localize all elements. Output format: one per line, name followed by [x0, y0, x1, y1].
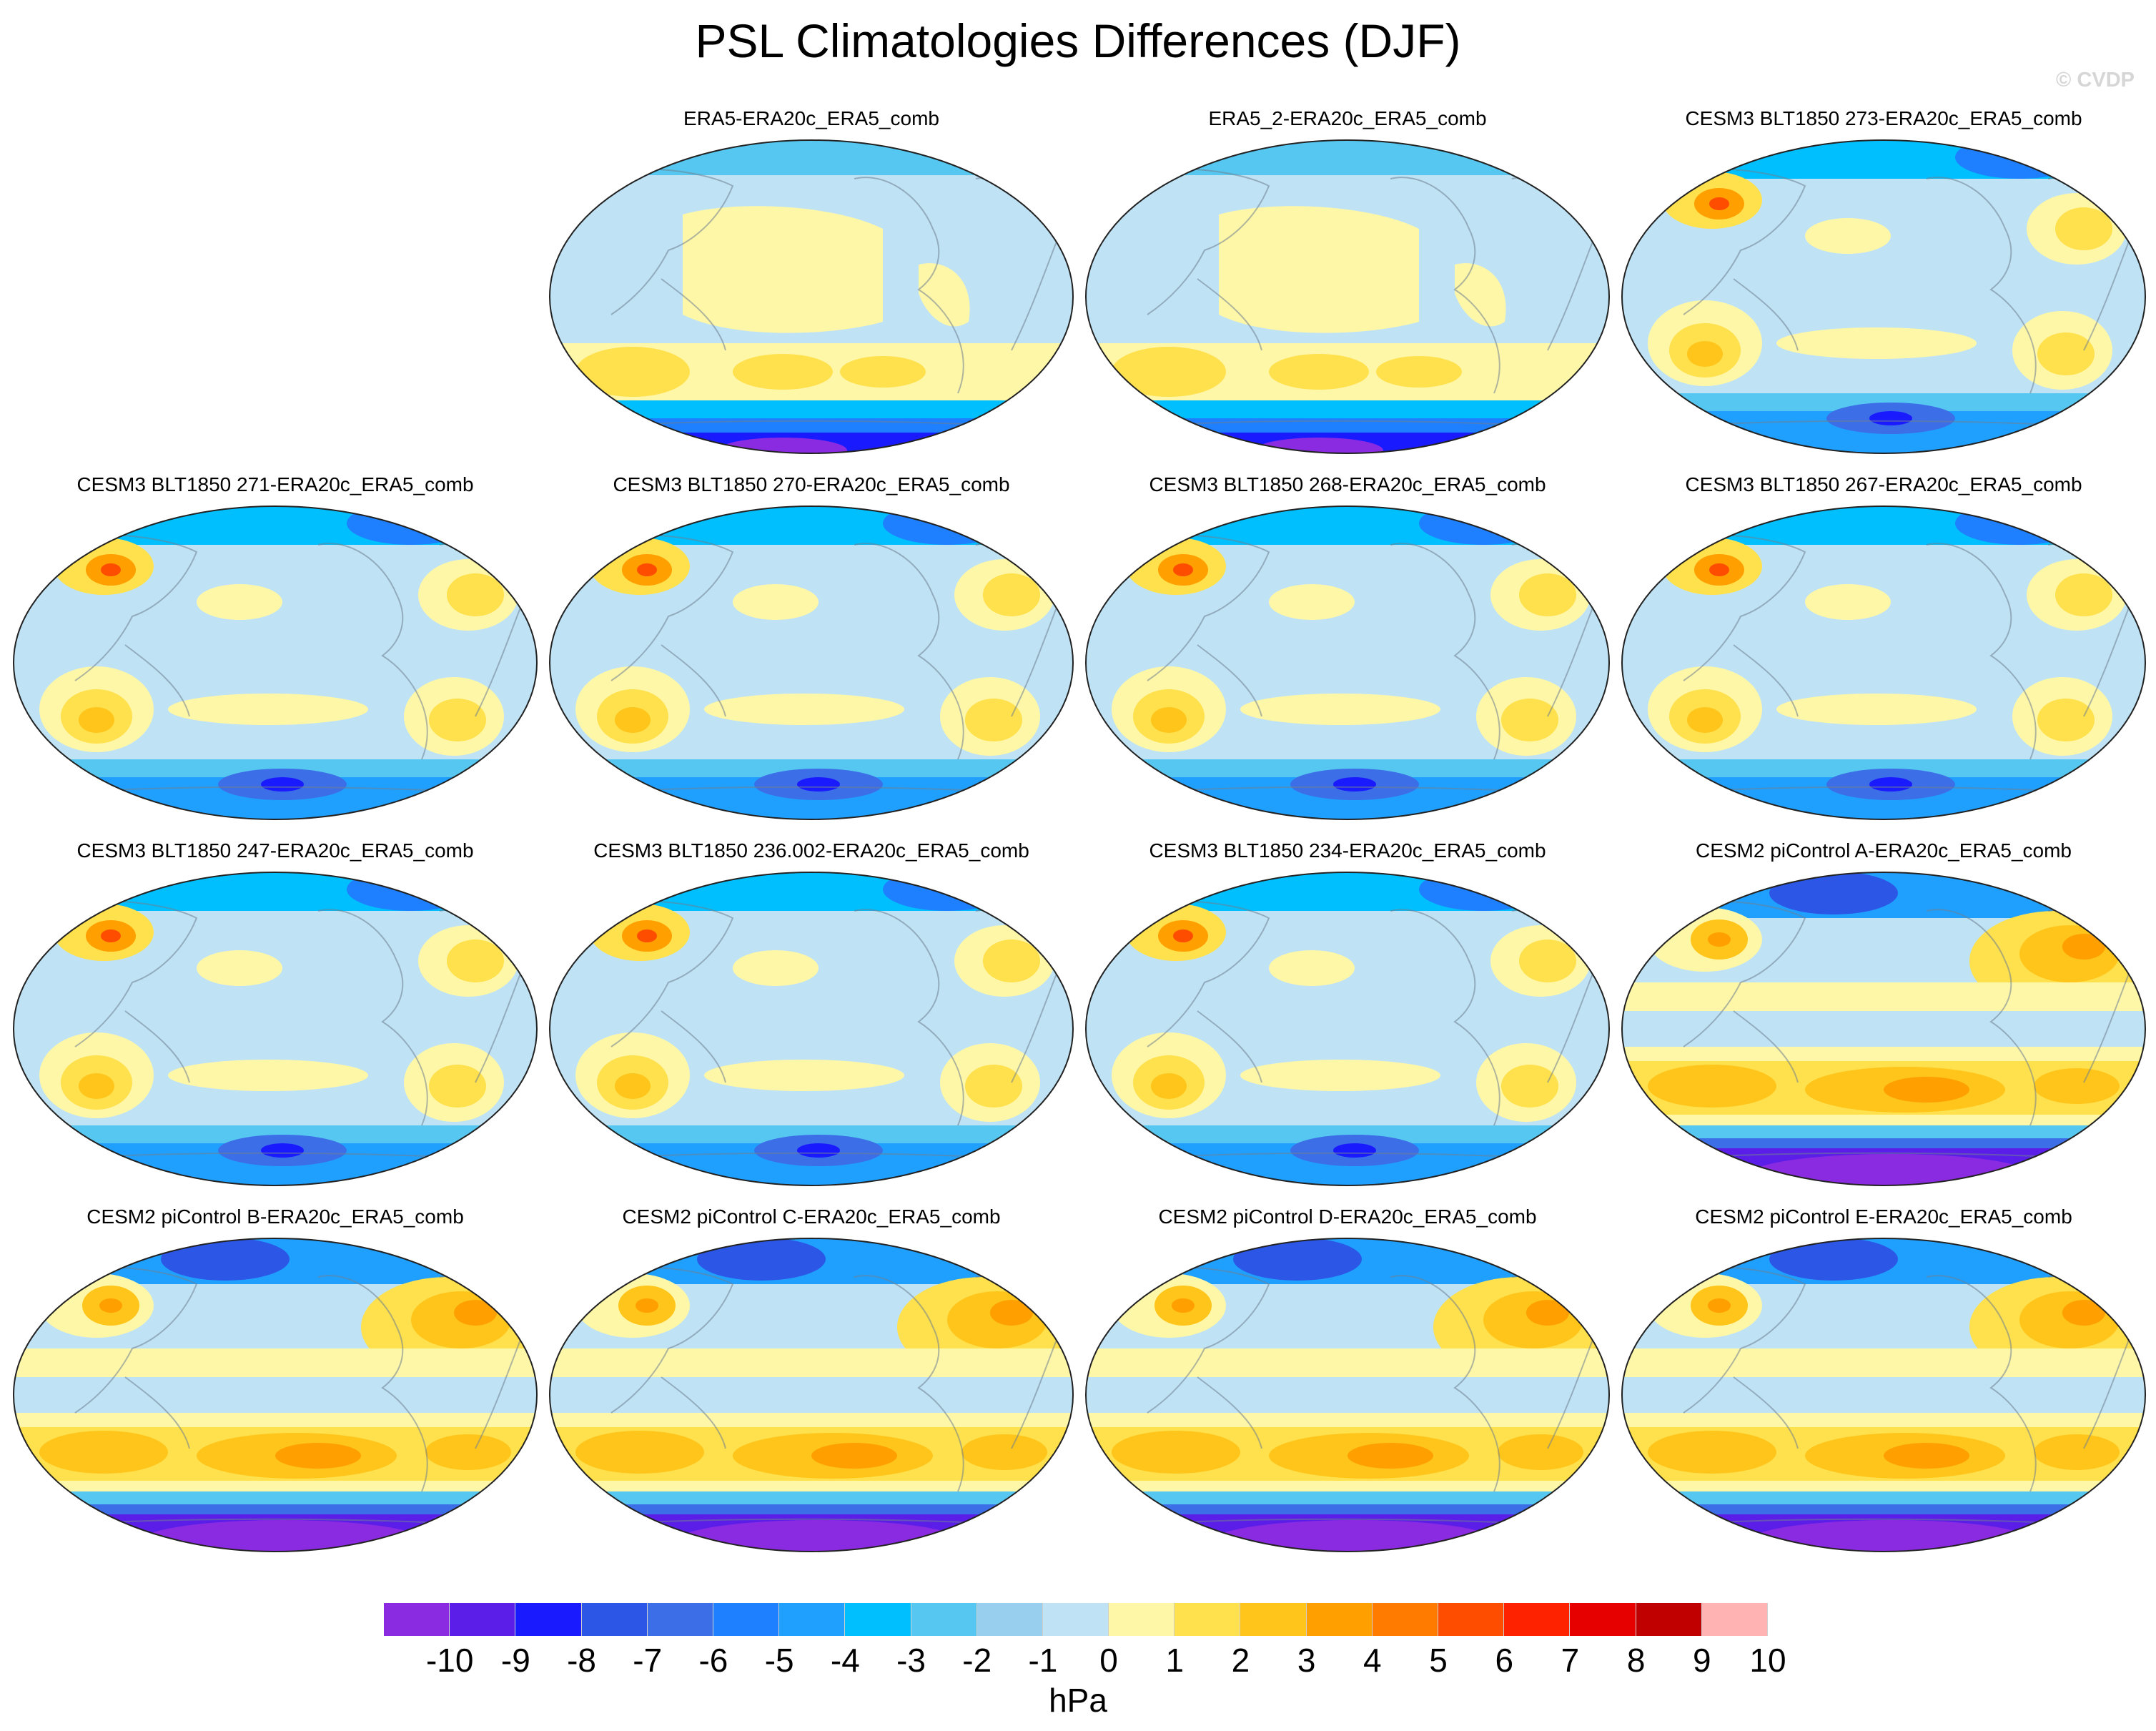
panel-title: CESM2 piControl D-ERA20c_ERA5_comb: [1158, 1205, 1537, 1228]
colorbar-tick-label: 1: [1165, 1642, 1185, 1679]
panel-title: CESM3 BLT1850 267-ERA20c_ERA5_comb: [1685, 473, 2082, 495]
colorbar-box: [515, 1603, 582, 1636]
panel-title: CESM3 BLT1850 236.002-ERA20c_ERA5_comb: [593, 839, 1029, 862]
colorbar-box: [1109, 1603, 1175, 1636]
global-map: [13, 872, 538, 1186]
map-panel: CESM3 BLT1850 236.002-ERA20c_ERA5_comb: [547, 838, 1076, 1195]
map-panel: CESM2 piControl D-ERA20c_ERA5_comb: [1083, 1204, 1612, 1562]
global-map: [1085, 872, 1610, 1186]
colorbar-tick-label: -10: [425, 1642, 474, 1679]
global-map: [1621, 872, 2146, 1186]
panel-title: CESM3 BLT1850 247-ERA20c_ERA5_comb: [76, 839, 474, 862]
colorbar-box: [976, 1603, 1043, 1636]
colorbar-box: [1372, 1603, 1438, 1636]
map-panel: ERA5-ERA20c_ERA5_comb: [547, 106, 1076, 463]
panel-title: CESM3 BLT1850 273-ERA20c_ERA5_comb: [1685, 107, 2082, 129]
global-map: [1085, 139, 1610, 454]
colorbar-box: [911, 1603, 977, 1636]
colorbar-tick-label: 8: [1626, 1642, 1646, 1679]
map-panel: CESM3 BLT1850 234-ERA20c_ERA5_comb: [1083, 838, 1612, 1195]
panel-title: ERA5-ERA20c_ERA5_comb: [683, 107, 939, 129]
panel-title: CESM2 piControl A-ERA20c_ERA5_comb: [1695, 839, 2072, 862]
colorbar: [384, 1603, 1768, 1639]
panel-title: CESM2 piControl E-ERA20c_ERA5_comb: [1695, 1205, 2072, 1228]
global-map: [13, 1238, 538, 1552]
colorbar-tick-label: -9: [500, 1642, 530, 1679]
global-map: [1085, 506, 1610, 820]
panel-title: CESM2 piControl C-ERA20c_ERA5_comb: [622, 1205, 1001, 1228]
global-map: [1621, 1238, 2146, 1552]
colorbar-tick-label: 9: [1693, 1642, 1711, 1679]
map-panel: CESM3 BLT1850 267-ERA20c_ERA5_comb: [1619, 472, 2148, 829]
map-panel: CESM3 BLT1850 247-ERA20c_ERA5_comb: [11, 838, 540, 1195]
global-map: [1621, 139, 2146, 454]
colorbar-box: [1701, 1603, 1768, 1636]
colorbar-tick-label: -7: [633, 1642, 663, 1679]
colorbar-labels: -10 -9 -8 -7 -6 -5 -4 -3 -2 -1 0 1 2 3 4 5 6 7 8 9 10: [384, 1639, 1786, 1682]
colorbar-box: [450, 1603, 516, 1636]
global-map: [549, 1238, 1074, 1552]
panel-title: CESM3 BLT1850 234-ERA20c_ERA5_comb: [1149, 839, 1546, 862]
panel-title: CESM3 BLT1850 268-ERA20c_ERA5_comb: [1149, 473, 1546, 495]
panel-title: CESM3 BLT1850 271-ERA20c_ERA5_comb: [76, 473, 474, 495]
colorbar-box: [1504, 1603, 1571, 1636]
colorbar-tick-label: 7: [1561, 1642, 1580, 1679]
global-map: [13, 506, 538, 820]
colorbar-box: [384, 1603, 450, 1636]
colorbar-tick-label: -3: [896, 1642, 926, 1679]
map-panel: CESM3 BLT1850 268-ERA20c_ERA5_comb: [1083, 472, 1612, 829]
colorbar-tick-label: 6: [1495, 1642, 1514, 1679]
colorbar-box: [1570, 1603, 1636, 1636]
map-panel: CESM2 piControl A-ERA20c_ERA5_comb: [1619, 838, 2148, 1195]
panel-title: CESM2 piControl B-ERA20c_ERA5_comb: [86, 1205, 464, 1228]
colorbar-box: [713, 1603, 780, 1636]
colorbar-tick-label: 0: [1099, 1642, 1118, 1679]
colorbar-box: [1636, 1603, 1702, 1636]
colorbar-box: [1042, 1603, 1109, 1636]
map-panel: CESM2 piControl C-ERA20c_ERA5_comb: [547, 1204, 1076, 1562]
colorbar-tick-label: -4: [830, 1642, 860, 1679]
colorbar-tick-label: -6: [698, 1642, 728, 1679]
global-map: [1621, 506, 2146, 820]
map-panel: ERA5_2-ERA20c_ERA5_comb: [1083, 106, 1612, 463]
colorbar-tick-label: 2: [1231, 1642, 1250, 1679]
colorbar-tick-label: -8: [567, 1642, 597, 1679]
global-map: [549, 872, 1074, 1186]
map-panel: CESM2 piControl E-ERA20c_ERA5_comb: [1619, 1204, 2148, 1562]
colorbar-units: hPa: [1049, 1682, 1107, 1719]
colorbar-tick-label: -2: [962, 1642, 992, 1679]
colorbar-box: [647, 1603, 713, 1636]
colorbar-tick-label: 5: [1429, 1642, 1448, 1679]
watermark: © CVDP: [2056, 69, 2135, 92]
colorbar-box: [1240, 1603, 1307, 1636]
panel-title: ERA5_2-ERA20c_ERA5_comb: [1208, 107, 1487, 129]
global-map: [549, 506, 1074, 820]
global-map: [1085, 1238, 1610, 1552]
colorbar-tick-label: -1: [1028, 1642, 1058, 1679]
map-panel: CESM3 BLT1850 270-ERA20c_ERA5_comb: [547, 472, 1076, 829]
map-panel: CESM3 BLT1850 273-ERA20c_ERA5_comb: [1619, 106, 2148, 463]
colorbar-box: [779, 1603, 846, 1636]
map-panel: CESM2 piControl B-ERA20c_ERA5_comb: [11, 1204, 540, 1562]
colorbar-tick-label: 4: [1363, 1642, 1382, 1679]
colorbar-box: [1306, 1603, 1373, 1636]
colorbar-box: [581, 1603, 648, 1636]
colorbar-box: [845, 1603, 911, 1636]
panel-title: CESM3 BLT1850 270-ERA20c_ERA5_comb: [613, 473, 1010, 495]
colorbar-box: [1438, 1603, 1505, 1636]
map-panel: CESM3 BLT1850 271-ERA20c_ERA5_comb: [11, 472, 540, 829]
colorbar-tick-label: 10: [1749, 1642, 1786, 1679]
colorbar-tick-label: 3: [1297, 1642, 1316, 1679]
global-map: [549, 139, 1074, 454]
colorbar-box: [1175, 1603, 1241, 1636]
figure-title: PSL Climatologies Differences (DJF): [695, 14, 1461, 67]
colorbar-tick-label: -5: [764, 1642, 794, 1679]
